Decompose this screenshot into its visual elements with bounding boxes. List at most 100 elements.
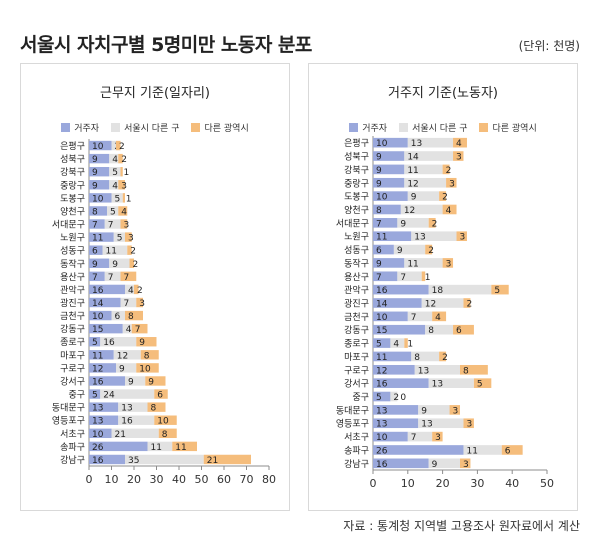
bar-segment-other-metro: [125, 310, 143, 321]
bar-segment-other-gu: [463, 445, 502, 455]
x-tick-label: 10: [105, 473, 119, 486]
x-tick-label: 80: [262, 473, 276, 486]
bar-segment-resident: [373, 204, 401, 215]
data-label-resident: 7: [92, 221, 98, 231]
bar-segment-other-gu: [122, 323, 132, 334]
bar-segment-resident: [89, 389, 101, 399]
x-tick-label: 70: [240, 473, 254, 486]
bar-segment-other-metro: [439, 351, 447, 362]
y-tick-label: 서대문구: [336, 218, 369, 229]
bar-segment-resident: [373, 445, 464, 455]
bar-segment-other-metro: [453, 137, 467, 148]
bar-segment-other-metro: [118, 206, 128, 216]
data-label-other-metro: 3: [128, 234, 134, 244]
data-label-resident: 11: [92, 351, 103, 361]
data-label-resident: 16: [376, 460, 388, 470]
y-tick-label: 마포구: [60, 350, 85, 361]
data-label-other-metro: 7: [135, 325, 141, 335]
bar-segment-other-gu: [407, 311, 433, 322]
bar-segment-resident: [373, 218, 398, 228]
data-label-other-gu: 9: [421, 406, 427, 416]
data-label-other-metro: 2: [121, 155, 127, 165]
page-title: 서울시 자치구별 5명미만 노동자 분포: [20, 34, 312, 56]
bar-segment-resident: [373, 231, 412, 242]
legend-item-other-gu: 서울시 다른 구: [399, 121, 467, 134]
legend-label-resident: 거주자: [362, 124, 388, 134]
data-label-other-gu: 21: [115, 430, 126, 440]
bar-segment-other-gu: [109, 180, 119, 190]
bar-segment-other-gu: [100, 337, 137, 347]
x-tick-label: 30: [150, 473, 164, 486]
bar-segment-other-metro: [491, 284, 509, 295]
data-label-other-metro: 11: [175, 443, 186, 453]
data-label-resident: 5: [92, 338, 98, 348]
y-tick-label: 중구: [352, 392, 369, 403]
y-tick-label: 구로구: [60, 363, 85, 374]
y-tick-label: 동작구: [344, 258, 369, 269]
data-label-resident: 15: [376, 326, 387, 336]
bar-segment-resident: [89, 284, 125, 295]
legend-swatch-other-metro: [191, 123, 201, 132]
legend-swatch-resident: [61, 123, 71, 132]
bar-segment-resident: [89, 258, 110, 268]
data-label-other-metro: 3: [121, 181, 127, 191]
bar-segment-other-metro: [439, 191, 447, 201]
bar-segment-resident: [373, 324, 426, 335]
y-tick-label: 동대문구: [336, 405, 369, 416]
data-label-other-gu: 35: [128, 456, 139, 466]
data-label-other-metro: 2: [119, 142, 125, 152]
data-label-other-gu: 5: [112, 168, 118, 178]
bar-segment-resident: [89, 428, 112, 439]
chart-panel-workplace: 근무지 기준(일자리) 거주자 서울시 다른 구 다른 광역시 0 10 20 30 4…: [20, 63, 290, 511]
bar-segment-resident: [89, 310, 112, 321]
bar-segment-other-metro: [140, 350, 159, 360]
bar-segment-resident: [373, 164, 405, 175]
data-label-other-gu: 14: [407, 153, 419, 163]
y-tick-label: 송파구: [344, 445, 369, 456]
y-tick-label: 강남구: [344, 459, 369, 470]
bar-segment-other-gu: [397, 218, 429, 228]
bar-segment-resident: [373, 258, 405, 268]
bar-segment-other-metro: [136, 337, 157, 347]
bar-segment-other-metro: [473, 378, 492, 388]
data-label-other-gu: 12: [425, 300, 436, 310]
data-label-other-metro: 1: [425, 273, 431, 283]
data-label-other-gu: 24: [103, 391, 115, 401]
x-tick-label: 60: [217, 473, 231, 486]
bar-segment-resident: [89, 415, 119, 425]
data-label-other-gu: 4: [112, 155, 118, 165]
legend-label-other-gu: 서울시 다른 구: [412, 124, 468, 134]
data-label-other-metro: 3: [463, 460, 469, 470]
data-label-other-gu: 11: [106, 247, 117, 257]
bar-segment-other-metro: [116, 140, 121, 151]
bar-segment-other-gu: [111, 193, 123, 203]
bar-segment-other-metro: [404, 338, 408, 348]
bar-segment-other-metro: [120, 219, 128, 229]
y-tick-label: 은평구: [60, 141, 85, 152]
data-label-other-gu: 9: [119, 364, 125, 374]
x-tick-label: 10: [401, 477, 415, 490]
data-label-resident: 13: [376, 420, 387, 430]
y-tick-label: 용산구: [60, 272, 85, 283]
bar-segment-other-metro: [134, 284, 139, 295]
data-label-other-metro: 0: [400, 393, 406, 403]
data-label-other-gu: 13: [121, 404, 132, 414]
data-label-resident: 9: [376, 179, 382, 189]
bar-segment-resident: [373, 298, 422, 308]
bar-segment-other-gu: [118, 415, 155, 425]
bar-segment-other-gu: [407, 137, 454, 148]
bar-segment-other-metro: [158, 428, 177, 439]
x-tick-label: 20: [127, 473, 141, 486]
bar-segment-other-gu: [116, 363, 137, 373]
legend-item-resident: 거주자: [61, 121, 99, 134]
bar-segment-other-metro: [460, 458, 471, 469]
data-label-resident: 6: [376, 246, 382, 256]
data-label-resident: 11: [376, 353, 387, 363]
data-label-other-metro: 3: [124, 221, 130, 231]
y-tick-label: 성북구: [60, 154, 85, 165]
data-label-other-metro: 3: [460, 233, 466, 243]
data-label-resident: 16: [376, 286, 388, 296]
y-tick-label: 관악구: [344, 284, 369, 296]
data-label-other-gu: 16: [121, 417, 133, 427]
